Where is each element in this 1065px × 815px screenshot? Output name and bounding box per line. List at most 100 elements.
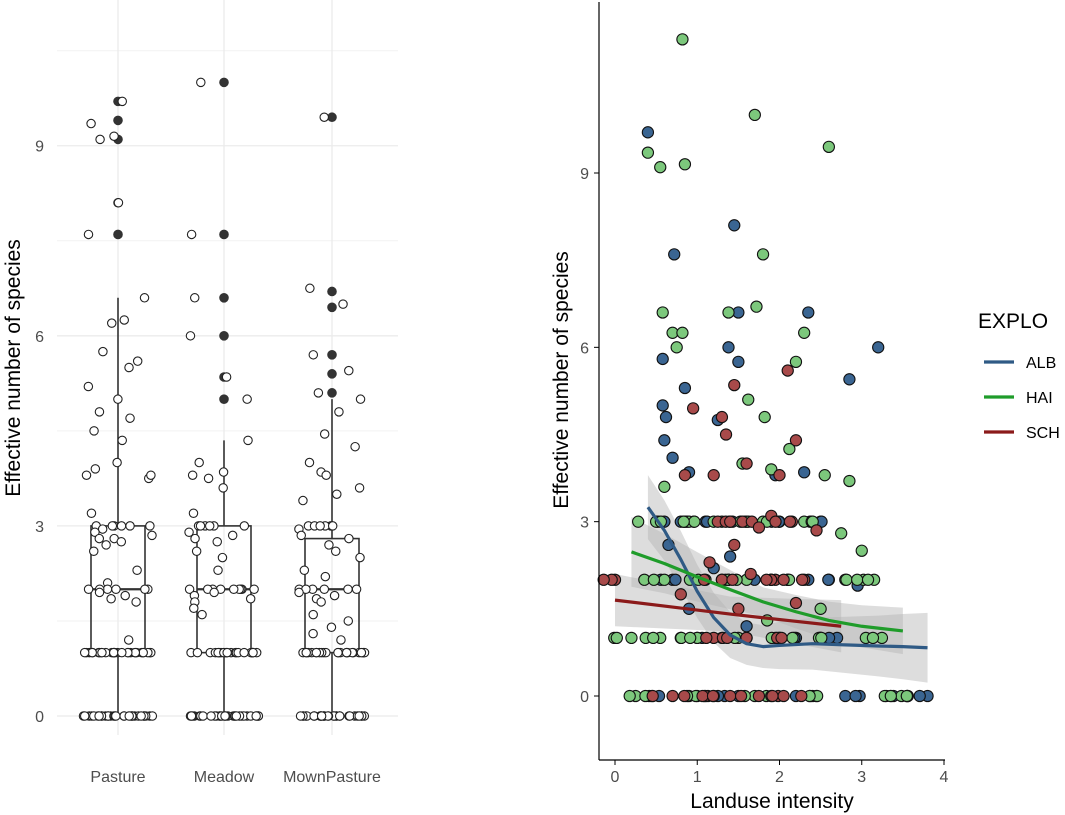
scatter-point-alb [843, 373, 856, 386]
jitter-point [194, 457, 204, 468]
scatter-point-hai [625, 631, 638, 645]
scatter-point-sch [674, 588, 687, 601]
scatter-point-sch [777, 689, 790, 703]
y-tick-label: 0 [580, 689, 589, 706]
jitter-point [204, 521, 215, 531]
scatter-point-hai [678, 158, 692, 171]
scatter-point-sch [700, 631, 713, 645]
jitter-point [117, 96, 128, 107]
jitter-point [319, 584, 330, 595]
jitter-point [116, 536, 127, 547]
scatter-point-hai [851, 573, 864, 586]
jitter-point [107, 521, 118, 531]
scatter-point-hai [632, 515, 645, 528]
jitter-point [198, 711, 208, 721]
scatter-point-hai [822, 140, 835, 153]
jitter-point [147, 530, 157, 541]
box-outlier-point [327, 388, 337, 398]
jitter-point [107, 318, 117, 328]
jitter-point [132, 356, 143, 366]
legend-label-alb: ALB [1026, 355, 1056, 372]
scatter-point-alb [798, 466, 811, 479]
jitter-point [113, 394, 123, 404]
scatter-point-hai [623, 689, 636, 703]
boxplot-x-tick-labels: Pasture Meadow MownPasture [90, 769, 381, 786]
jitter-point [305, 283, 315, 294]
jitter-point [102, 584, 113, 595]
jitter-point [94, 711, 104, 721]
scatter-point-alb [669, 573, 682, 586]
jitter-point [227, 530, 238, 541]
scatter-point-sch [781, 364, 794, 377]
jitter-point [217, 552, 228, 563]
scatter-point-sch [726, 573, 739, 586]
scatter-point-sch [678, 469, 692, 482]
scatter-point-hai [814, 602, 827, 615]
jitter-point [203, 473, 214, 484]
x-tick-label: Meadow [194, 769, 255, 786]
scatter-point-sch [740, 457, 753, 470]
jitter-point [248, 647, 258, 658]
jitter-point [109, 647, 119, 658]
y-tick-label: 9 [580, 166, 589, 183]
jitter-point [94, 587, 105, 598]
jitter-point [124, 362, 134, 373]
scatter-point-alb [839, 689, 852, 703]
jitter-point [79, 647, 90, 658]
scatter-point-alb [668, 248, 681, 261]
jitter-point [220, 711, 230, 721]
jitter-point [94, 407, 105, 417]
scatter-point-hai [676, 326, 689, 339]
jitter-point [316, 711, 327, 721]
jitter-point [343, 616, 354, 626]
jitter-point [231, 711, 242, 721]
scatter-point-sch [728, 538, 741, 552]
box-outlier-point [113, 229, 123, 240]
jitter-point [251, 711, 261, 721]
scatter-point-hai [758, 410, 771, 424]
jitter-point [206, 711, 216, 721]
jitter-point [334, 407, 344, 417]
scatter-point-hai [798, 326, 811, 339]
jitter-point [81, 470, 92, 480]
x-tick-label: 1 [693, 769, 702, 786]
smooth-line-sch [614, 598, 842, 628]
jitter-point [89, 546, 99, 556]
jitter-point [222, 647, 232, 658]
jitter-point [90, 464, 101, 474]
jitter-point [185, 331, 196, 341]
scatter-y-axis-label: Effective number of species [550, 251, 573, 509]
x-tick-label: 2 [775, 769, 784, 786]
scatter-point-hai [688, 515, 701, 528]
jitter-point [356, 647, 367, 658]
jitter-point [228, 584, 239, 595]
scatter-point-sch [719, 428, 733, 441]
scatter-points [597, 33, 934, 703]
jitter-point [324, 540, 334, 550]
scatter-point-sch [766, 689, 779, 703]
jitter-point [294, 587, 304, 598]
jitter-point [213, 565, 223, 576]
jitter-point [308, 628, 318, 639]
scatter-point-sch [752, 521, 766, 534]
jitter-point [345, 711, 355, 721]
scatter-point-hai [677, 515, 690, 528]
y-tick-label: 3 [580, 515, 589, 532]
scatter-point-alb [740, 620, 753, 633]
scatter-point-hai [610, 631, 623, 645]
box-iqr [304, 537, 360, 654]
jitter-point [111, 584, 121, 595]
jitter-point [136, 711, 146, 721]
scatter-point-alb [802, 306, 815, 319]
legend: EXPLO ALB HAI SCH [978, 310, 1060, 442]
jitter-point [89, 426, 99, 436]
box-outlier-point [219, 229, 229, 240]
jitter-point [315, 521, 325, 531]
box-outlier-point [327, 302, 337, 313]
scatter-point-alb [849, 689, 862, 703]
jitter-point [242, 394, 252, 404]
jitter-point [212, 536, 222, 547]
legend-label-sch: SCH [1026, 425, 1060, 442]
jitter-point [243, 435, 253, 446]
